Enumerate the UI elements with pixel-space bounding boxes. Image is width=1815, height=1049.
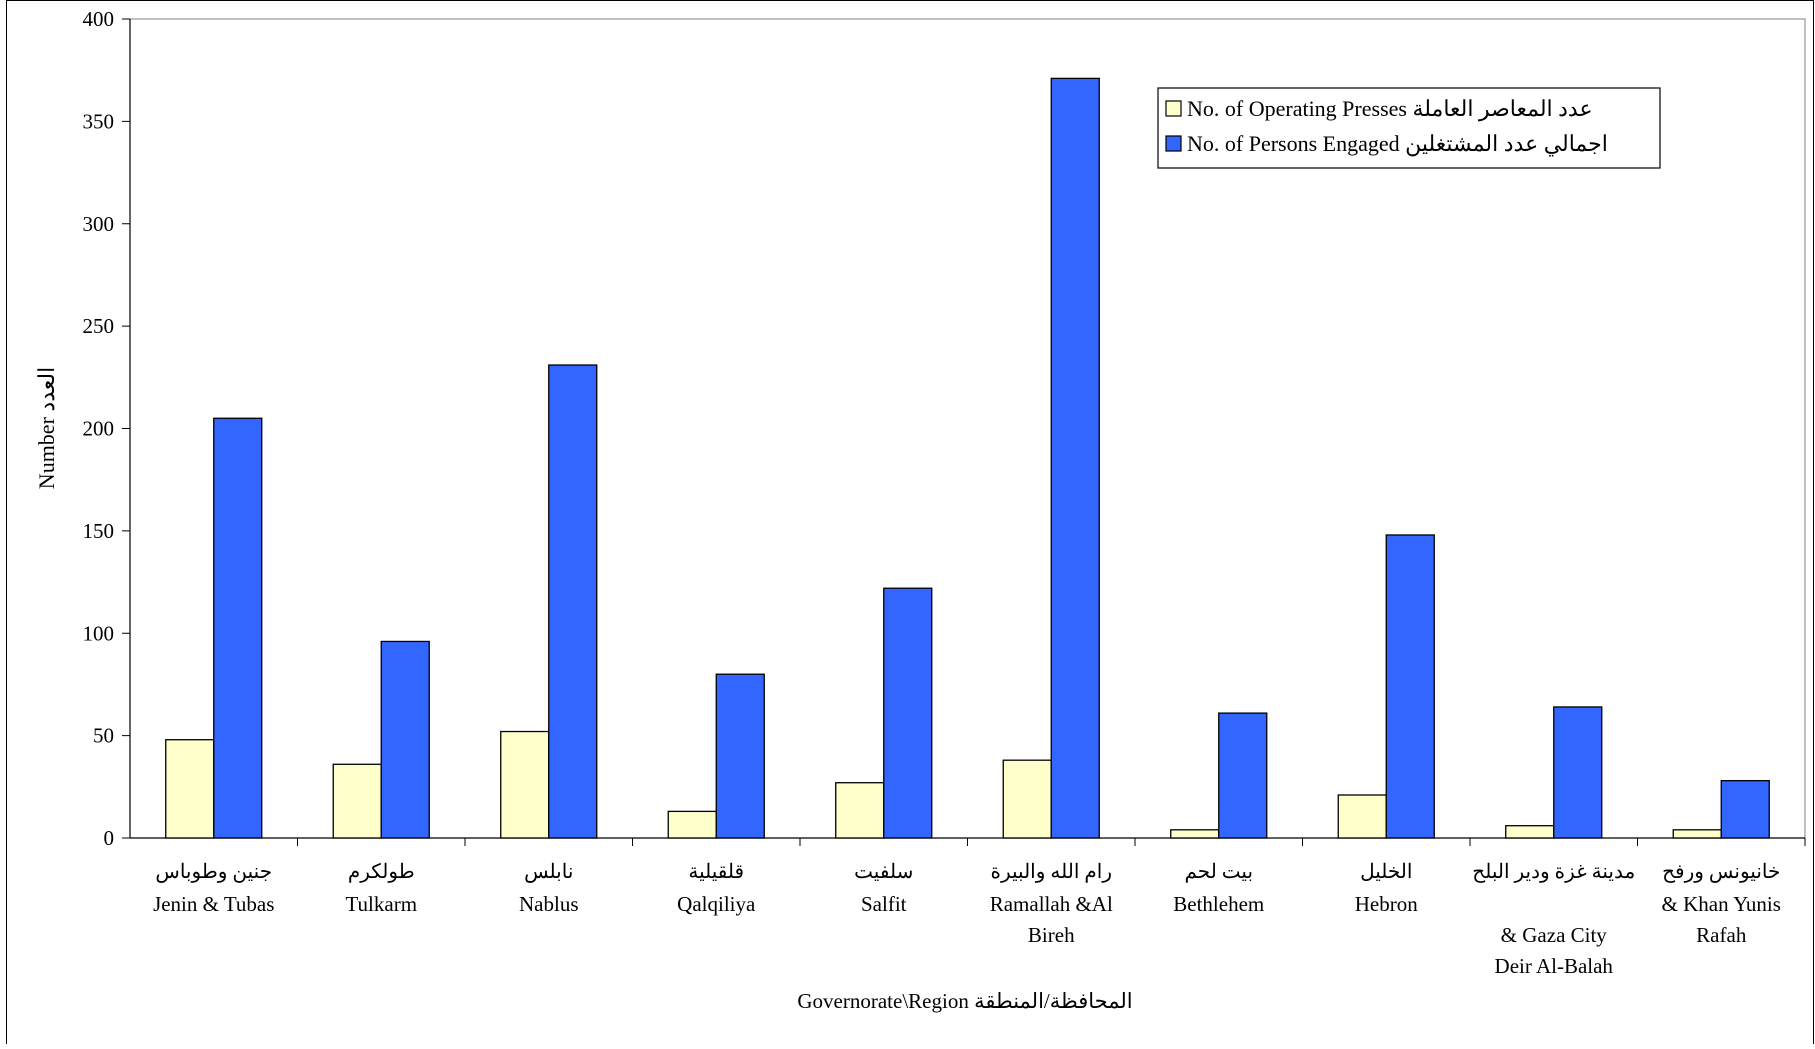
y-tick-label: 50 — [93, 724, 114, 748]
y-tick-label: 300 — [83, 212, 115, 236]
category-label-en: Salfit — [861, 892, 907, 916]
bar-persons-engaged — [548, 364, 598, 839]
category-label-en: Bethlehem — [1173, 892, 1264, 916]
bar-persons-engaged — [1553, 706, 1603, 839]
bar-persons-engaged — [1050, 77, 1100, 839]
category-label-en: Deir Al-Balah — [1495, 954, 1614, 978]
x-axis-label: Governorate\Region المحافظة/المنطقة — [797, 989, 1132, 1013]
bar-operating-presses — [1337, 794, 1387, 839]
category-label-en: & Gaza City — [1501, 923, 1608, 947]
bar-persons-engaged — [380, 640, 430, 839]
category-label-en: Bireh — [1028, 923, 1075, 947]
category-label-ar: نابلس — [524, 861, 573, 883]
bar-persons-engaged — [883, 587, 933, 839]
y-tick-label: 200 — [83, 417, 115, 441]
y-tick-label: 150 — [83, 519, 115, 543]
category-label-ar: مدينة غزة ودير البلح — [1472, 861, 1635, 883]
legend-box — [1157, 87, 1661, 169]
legend-label-persons-engaged: No. of Persons Engaged اجمالي عدد المشتغ… — [1187, 131, 1608, 157]
bar-persons-engaged — [1218, 712, 1268, 839]
legend-swatch-persons-engaged — [1165, 135, 1182, 152]
category-label-ar: بيت لحم — [1184, 861, 1253, 883]
bar-operating-presses — [667, 810, 717, 839]
category-label-en: Nablus — [519, 892, 579, 916]
legend-label-operating-presses: No. of Operating Presses عدد المعاصر الع… — [1187, 96, 1593, 122]
category-label-ar: خانيونس ورفح — [1662, 861, 1780, 883]
category-label-en: Jenin & Tubas — [153, 892, 274, 916]
y-tick-label: 100 — [83, 621, 115, 645]
category-label-ar: رام الله والبيرة — [991, 861, 1112, 883]
bar-persons-engaged — [715, 673, 765, 839]
category-label-ar: قلقيلية — [688, 861, 744, 883]
category-label-ar: جنين وطوباس — [155, 861, 272, 883]
category-label-en: & Khan Yunis — [1662, 892, 1781, 916]
category-label-ar: الخليل — [1360, 861, 1412, 883]
bar-operating-presses — [500, 730, 550, 839]
bar-persons-engaged — [1385, 534, 1435, 839]
bar-operating-presses — [1002, 759, 1052, 839]
bar-persons-engaged — [213, 417, 263, 839]
bar-operating-presses — [332, 763, 382, 839]
y-tick-label: 250 — [83, 314, 115, 338]
bar-operating-presses — [835, 782, 885, 839]
category-label-ar: سلفيت — [854, 861, 913, 883]
bar-operating-presses — [165, 739, 215, 839]
bar-operating-presses — [1170, 829, 1220, 839]
category-label-en: Qalqiliya — [677, 892, 756, 916]
legend-swatch-operating-presses — [1165, 100, 1182, 117]
y-tick-label: 350 — [83, 109, 115, 133]
bar-operating-presses — [1672, 829, 1722, 839]
category-label-en: Tulkarm — [345, 892, 417, 916]
category-label-en: Rafah — [1696, 923, 1747, 947]
bar-persons-engaged — [1720, 780, 1770, 839]
y-tick-label: 400 — [83, 7, 115, 31]
category-label-en: Ramallah &Al — [990, 892, 1113, 916]
y-tick-label: 0 — [104, 826, 115, 850]
y-axis-label: Number العدد — [34, 367, 59, 489]
category-label-en: Hebron — [1355, 892, 1418, 916]
bar-operating-presses — [1505, 825, 1555, 839]
category-label-ar: طولكرم — [348, 861, 415, 883]
